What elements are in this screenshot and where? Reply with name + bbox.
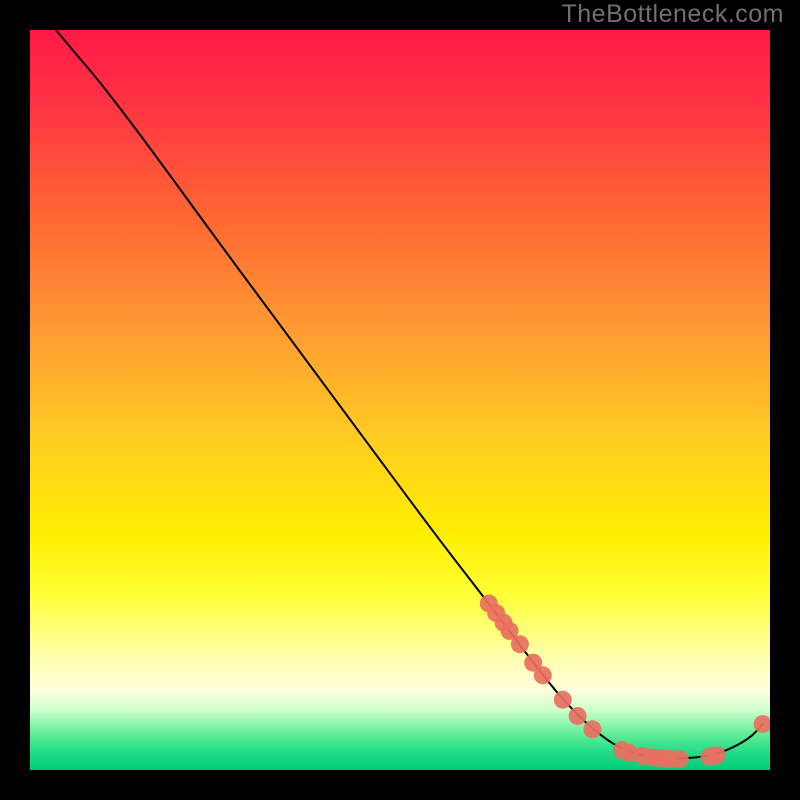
data-marker	[583, 720, 601, 738]
data-marker	[671, 750, 689, 768]
data-marker	[554, 691, 572, 709]
root-container: TheBottleneck.com	[0, 0, 800, 800]
data-marker	[511, 635, 529, 653]
data-marker	[708, 746, 726, 764]
watermark-text: TheBottleneck.com	[562, 0, 785, 29]
data-marker	[534, 666, 552, 684]
plot-svg	[30, 30, 770, 770]
plot-area	[30, 30, 770, 770]
plot-background	[30, 30, 770, 770]
data-marker	[569, 707, 587, 725]
